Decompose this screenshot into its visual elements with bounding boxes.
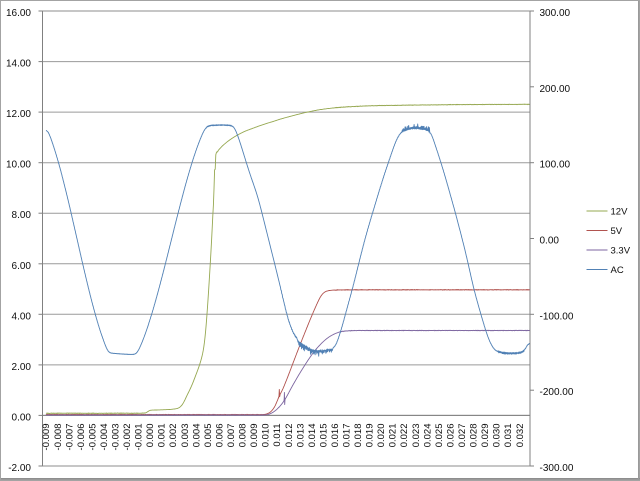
svg-text:-0.005: -0.005 bbox=[87, 424, 98, 451]
svg-text:5V: 5V bbox=[611, 226, 623, 237]
svg-text:0.025: 0.025 bbox=[434, 424, 445, 448]
svg-text:0.004: 0.004 bbox=[191, 424, 202, 448]
svg-text:12.00: 12.00 bbox=[6, 109, 31, 120]
svg-text:0.018: 0.018 bbox=[353, 424, 364, 448]
svg-text:-0.009: -0.009 bbox=[41, 424, 52, 451]
svg-text:0.031: 0.031 bbox=[503, 424, 514, 448]
svg-text:-0.001: -0.001 bbox=[134, 424, 145, 451]
svg-text:6.00: 6.00 bbox=[12, 261, 32, 272]
svg-text:0.027: 0.027 bbox=[457, 424, 468, 448]
svg-text:12V: 12V bbox=[611, 206, 629, 217]
svg-text:0.016: 0.016 bbox=[330, 424, 341, 448]
svg-text:300.00: 300.00 bbox=[540, 8, 571, 19]
svg-text:0.021: 0.021 bbox=[388, 424, 399, 448]
svg-text:-200.00: -200.00 bbox=[540, 387, 574, 398]
svg-text:0.00: 0.00 bbox=[12, 412, 32, 423]
svg-text:0.000: 0.000 bbox=[145, 424, 156, 448]
svg-text:4.00: 4.00 bbox=[12, 311, 32, 322]
svg-text:100.00: 100.00 bbox=[540, 160, 571, 171]
svg-text:0.017: 0.017 bbox=[342, 424, 353, 448]
svg-text:0.007: 0.007 bbox=[226, 424, 237, 448]
svg-text:0.003: 0.003 bbox=[180, 424, 191, 448]
svg-text:0.006: 0.006 bbox=[214, 424, 225, 448]
svg-text:0.032: 0.032 bbox=[515, 424, 526, 448]
svg-text:16.00: 16.00 bbox=[6, 8, 31, 19]
svg-text:0.026: 0.026 bbox=[445, 424, 456, 448]
svg-text:-2.00: -2.00 bbox=[8, 463, 31, 474]
svg-text:14.00: 14.00 bbox=[6, 59, 31, 70]
svg-text:0.010: 0.010 bbox=[261, 424, 272, 448]
svg-text:0.009: 0.009 bbox=[249, 424, 260, 448]
svg-text:0.005: 0.005 bbox=[203, 424, 214, 448]
svg-text:0.029: 0.029 bbox=[480, 424, 491, 448]
svg-text:-100.00: -100.00 bbox=[540, 311, 574, 322]
svg-text:0.019: 0.019 bbox=[365, 424, 376, 448]
svg-text:0.022: 0.022 bbox=[399, 424, 410, 448]
svg-text:AC: AC bbox=[611, 265, 624, 276]
svg-text:0.002: 0.002 bbox=[168, 424, 179, 448]
svg-text:0.024: 0.024 bbox=[422, 424, 433, 448]
svg-text:3.3V: 3.3V bbox=[611, 245, 631, 256]
svg-text:0.014: 0.014 bbox=[307, 424, 318, 448]
svg-text:0.00: 0.00 bbox=[540, 236, 560, 247]
svg-text:0.028: 0.028 bbox=[469, 424, 480, 448]
svg-text:-0.003: -0.003 bbox=[111, 424, 122, 451]
svg-text:0.015: 0.015 bbox=[318, 424, 329, 448]
svg-text:0.008: 0.008 bbox=[238, 424, 249, 448]
svg-text:-0.002: -0.002 bbox=[122, 424, 133, 451]
svg-text:0.012: 0.012 bbox=[284, 424, 295, 448]
svg-text:0.001: 0.001 bbox=[157, 424, 168, 448]
svg-text:200.00: 200.00 bbox=[540, 84, 571, 95]
svg-text:-0.006: -0.006 bbox=[76, 424, 87, 451]
svg-text:0.020: 0.020 bbox=[376, 424, 387, 448]
svg-text:0.013: 0.013 bbox=[295, 424, 306, 448]
svg-text:0.011: 0.011 bbox=[272, 424, 283, 447]
svg-text:10.00: 10.00 bbox=[6, 160, 31, 171]
svg-text:2.00: 2.00 bbox=[12, 362, 32, 373]
svg-text:8.00: 8.00 bbox=[12, 210, 32, 221]
svg-text:-300.00: -300.00 bbox=[540, 463, 574, 474]
svg-text:0.030: 0.030 bbox=[492, 424, 503, 448]
svg-text:-0.007: -0.007 bbox=[64, 424, 75, 451]
svg-text:-0.004: -0.004 bbox=[99, 424, 110, 451]
svg-text:0.023: 0.023 bbox=[411, 424, 422, 448]
svg-text:-0.008: -0.008 bbox=[53, 424, 64, 451]
